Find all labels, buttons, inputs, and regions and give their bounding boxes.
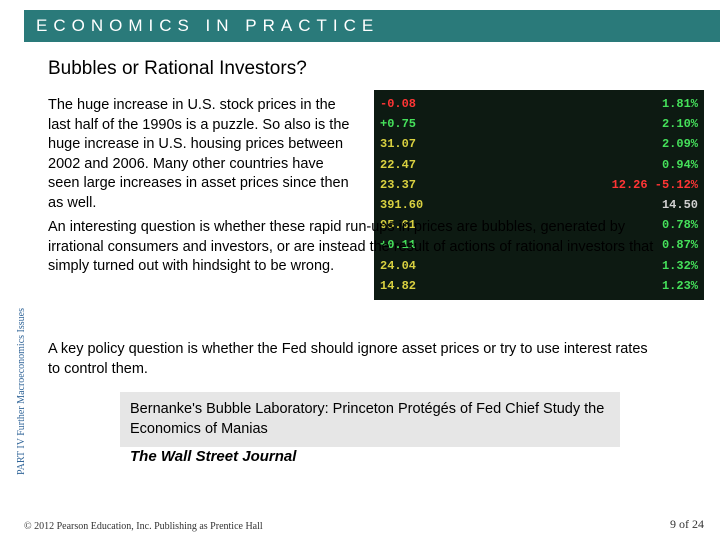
ticker-row: 391.60 14.50 [380, 198, 698, 212]
page-subtitle: Bubbles or Rational Investors? [48, 58, 307, 80]
ticker-change: 2.09% [662, 137, 698, 151]
header-title: ECONOMICS IN PRACTICE [36, 16, 379, 36]
ticker-row: -0.08 1.81% [380, 97, 698, 111]
ticker-change: 1.81% [662, 97, 698, 111]
ticker-row: 31.07 2.09% [380, 137, 698, 151]
ticker-value: -0.08 [380, 97, 416, 111]
ticker-change: 12.26 -5.12% [612, 178, 698, 192]
ticker-value: +0.75 [380, 117, 416, 131]
ticker-value: 31.07 [380, 137, 416, 151]
part-sidebar-label: PART IV Further Macroeconomics Issues [16, 308, 27, 475]
ticker-change: 14.50 [662, 198, 698, 212]
ticker-value: 22.47 [380, 158, 416, 172]
paragraph-3: A key policy question is whether the Fed… [48, 340, 658, 379]
ticker-row: 14.82 1.23% [380, 279, 698, 293]
ticker-change: 1.23% [662, 279, 698, 293]
ticker-value: 391.60 [380, 198, 423, 212]
ticker-row: 22.47 0.94% [380, 158, 698, 172]
header-bar: ECONOMICS IN PRACTICE [24, 10, 720, 42]
ticker-value: 23.37 [380, 178, 416, 192]
page-number: 9 of 24 [670, 517, 704, 532]
ticker-row: +0.75 2.10% [380, 117, 698, 131]
paragraph-1: The huge increase in U.S. stock prices i… [48, 96, 358, 213]
journal-attribution: The Wall Street Journal [130, 448, 296, 465]
ticker-change: 0.94% [662, 158, 698, 172]
ticker-change: 2.10% [662, 117, 698, 131]
copyright-text: © 2012 Pearson Education, Inc. Publishin… [24, 521, 263, 532]
ticker-row: 23.37 12.26 -5.12% [380, 178, 698, 192]
paragraph-2: An interesting question is whether these… [48, 218, 668, 277]
ticker-value: 14.82 [380, 279, 416, 293]
callout-box: Bernanke's Bubble Laboratory: Princeton … [120, 392, 620, 447]
